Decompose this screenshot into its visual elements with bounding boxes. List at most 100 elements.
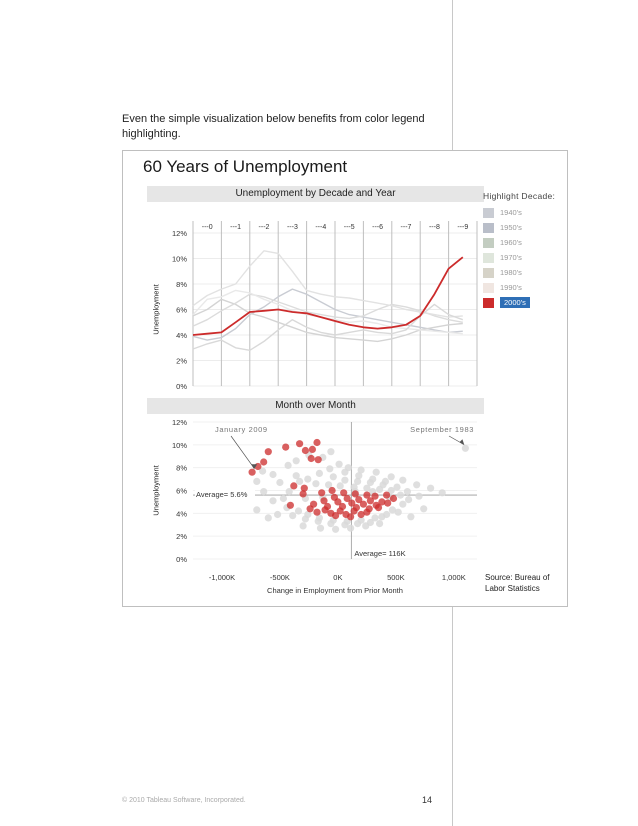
source-line-1: Source: Bureau of	[485, 573, 550, 582]
scatter-point	[420, 505, 428, 513]
x-tick-label: 0K	[333, 573, 342, 582]
legend-label: 1970's	[500, 253, 522, 262]
scatter-point	[269, 497, 277, 505]
scatter-point	[461, 444, 469, 452]
scatter-point-2000s	[350, 507, 358, 515]
scatter-point	[259, 467, 267, 475]
scatter-point	[292, 472, 300, 480]
y-tick-label: 0%	[176, 382, 187, 391]
y-tick-label: 2%	[176, 532, 187, 541]
scatter-point	[383, 510, 391, 519]
y-tick-label: 10%	[172, 255, 187, 264]
scatter-point	[336, 482, 344, 490]
series-line	[192, 293, 463, 327]
bottom-chart-title: Month over Month	[147, 398, 484, 414]
scatter-point	[325, 481, 333, 489]
y-tick-label: 4%	[176, 331, 187, 340]
scatter-point	[260, 488, 268, 496]
scatter-point-2000s	[378, 498, 386, 506]
scatter-point	[341, 476, 349, 484]
top-chart-title: Unemployment by Decade and Year	[147, 186, 484, 202]
legend-swatch	[483, 207, 494, 218]
legend-swatch	[483, 237, 494, 248]
scatter-point-2000s	[348, 499, 356, 507]
scatter-point-2000s	[301, 446, 309, 455]
intro-text: Even the simple visualization below bene…	[122, 113, 425, 140]
scatter-point	[381, 477, 389, 485]
legend-item[interactable]: 2000's	[483, 295, 567, 310]
y-axis-label: Unemployment	[152, 464, 161, 515]
scatter-point-2000s	[336, 507, 344, 515]
scatter-point	[327, 448, 335, 456]
y-tick-label: 4%	[176, 509, 187, 518]
scatter-point-2000s	[318, 489, 326, 497]
y-tick-label: 2%	[176, 357, 187, 366]
series-line	[192, 288, 463, 341]
scatter-point	[387, 486, 395, 495]
scatter-point	[354, 477, 362, 485]
average-y-label: Average= 5.6%	[196, 490, 248, 499]
scatter-point	[415, 492, 423, 500]
scatter-point-2000s	[359, 500, 367, 508]
scatter-point-2000s	[282, 443, 290, 451]
scatter-point	[292, 457, 300, 465]
legend-label: 1980's	[500, 268, 522, 277]
year-label: ---8	[429, 224, 440, 231]
year-label: ---7	[401, 224, 412, 231]
scatter-point-2000s	[286, 501, 294, 509]
highlight-legend[interactable]: Highlight Decade: 1940's 1950's 1960's 1970…	[483, 191, 567, 310]
scatter-point	[396, 491, 405, 499]
annotation-january-2009: January 2009	[215, 425, 268, 434]
year-label: ---0	[202, 224, 213, 231]
legend-item[interactable]: 1940's	[483, 205, 567, 220]
scatter-point	[388, 506, 396, 514]
scatter-point-2000s	[328, 486, 336, 495]
legend-item[interactable]: 1960's	[483, 235, 567, 250]
y-tick-label: 12%	[172, 229, 187, 238]
x-tick-label: 1,000K	[442, 573, 466, 582]
scatter-point-2000s	[334, 498, 342, 506]
scatter-point	[332, 525, 340, 533]
arrowhead-icon	[459, 439, 465, 446]
footer-copyright: © 2010 Tableau Software, Incorporated.	[122, 797, 246, 804]
scatter-point	[253, 506, 261, 514]
scatter-point-2000s	[347, 513, 355, 521]
legend-item[interactable]: 1970's	[483, 250, 567, 265]
scatter-point	[279, 494, 287, 503]
scatter-point	[253, 477, 261, 485]
scatter-point-2000s	[264, 448, 272, 456]
source-line-2: Labor Statistics	[485, 584, 540, 593]
dashboard-title: 60 Years of Unemployment	[143, 157, 348, 176]
year-label: ---9	[457, 224, 468, 231]
series-line-2000s	[192, 256, 464, 336]
scatter-point-2000s	[307, 454, 315, 463]
scatter-point	[299, 522, 307, 530]
legend-label: 1940's	[500, 208, 522, 217]
legend-item[interactable]: 1980's	[483, 265, 567, 280]
scatter-point	[394, 508, 402, 516]
dashboard-frame: 60 Years of Unemployment Unemployment by…	[122, 150, 568, 607]
scatter-point	[357, 516, 365, 524]
scatter-point-2000s	[384, 499, 392, 507]
scatter-point-2000s	[363, 491, 371, 499]
scatter-point	[316, 524, 325, 532]
legend-item[interactable]: 1950's	[483, 220, 567, 235]
annotation-arrow-january	[230, 435, 255, 469]
legend-item[interactable]: 1990's	[483, 280, 567, 295]
legend-title: Highlight Decade:	[483, 191, 556, 201]
scatter-point	[335, 460, 343, 468]
scatter-point-2000s	[314, 456, 322, 464]
legend-swatch	[483, 267, 494, 278]
scatter-point	[407, 513, 415, 521]
scatter-point	[329, 473, 337, 481]
scatter-point-2000s	[313, 508, 321, 516]
scatter-point	[355, 472, 363, 480]
scatter-point	[399, 500, 407, 508]
scatter-point-2000s	[308, 445, 316, 453]
y-tick-label: 8%	[176, 464, 187, 473]
scatter-point-2000s	[313, 438, 321, 447]
scatter-point-2000s	[248, 468, 256, 476]
bottom-chart-svg: Unemployment 0% 2% 4% 6% 8% 10% 12% -1,000K -500K…	[152, 418, 477, 595]
scatter-point	[362, 522, 370, 530]
scatter-point	[276, 478, 284, 487]
